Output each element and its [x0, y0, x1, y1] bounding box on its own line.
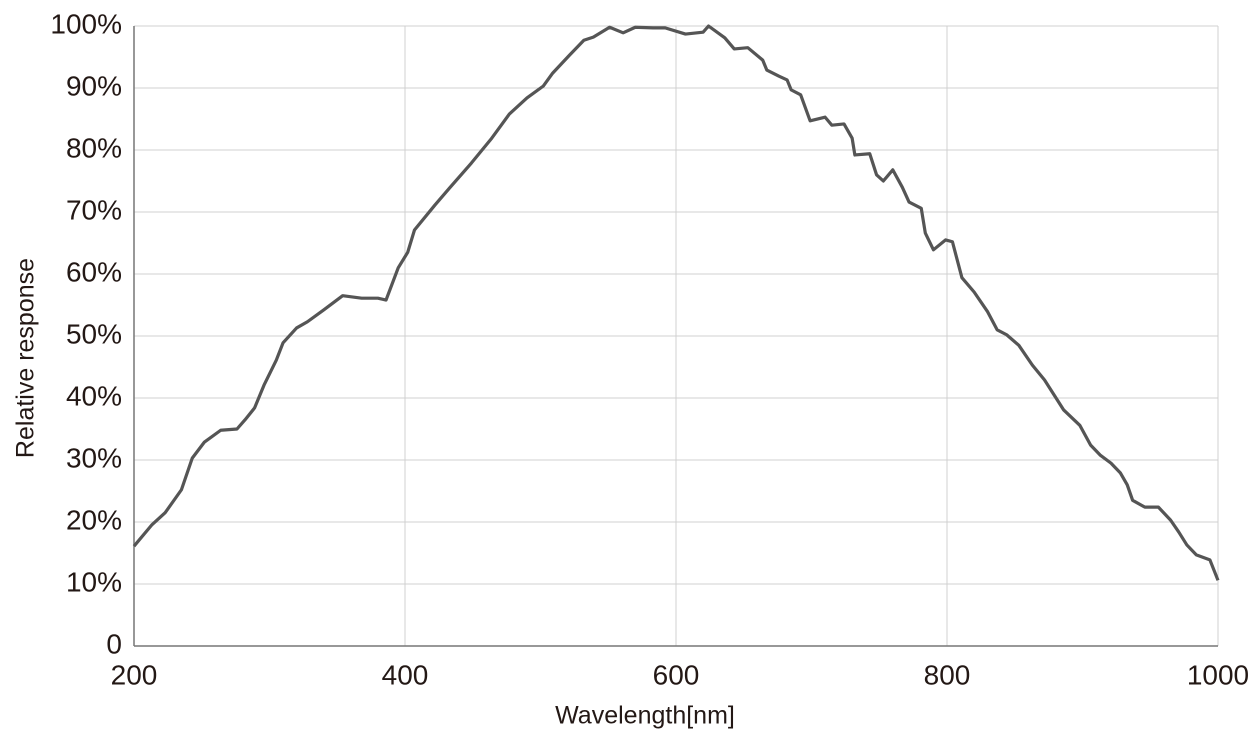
x-tick-label: 400 [382, 659, 429, 690]
y-tick-label: 0 [106, 628, 122, 659]
y-tick-label: 10% [66, 566, 122, 597]
x-tick-label: 800 [924, 659, 971, 690]
y-tick-label: 30% [66, 442, 122, 473]
x-tick-label: 200 [111, 659, 158, 690]
x-tick-label: 1000 [1187, 659, 1249, 690]
y-tick-label: 50% [66, 318, 122, 349]
y-tick-label: 90% [66, 70, 122, 101]
y-tick-label: 100% [50, 8, 122, 39]
data-line [132, 24, 1220, 581]
y-tick-label: 40% [66, 380, 122, 411]
y-tick-label: 20% [66, 504, 122, 535]
y-tick-label: 60% [66, 256, 122, 287]
x-tick-label: 600 [653, 659, 700, 690]
x-axis-title: Wavelength[nm] [555, 702, 735, 730]
y-tick-label: 80% [66, 132, 122, 163]
y-axis-title: Relative response [12, 258, 40, 458]
y-tick-label: 70% [66, 194, 122, 225]
